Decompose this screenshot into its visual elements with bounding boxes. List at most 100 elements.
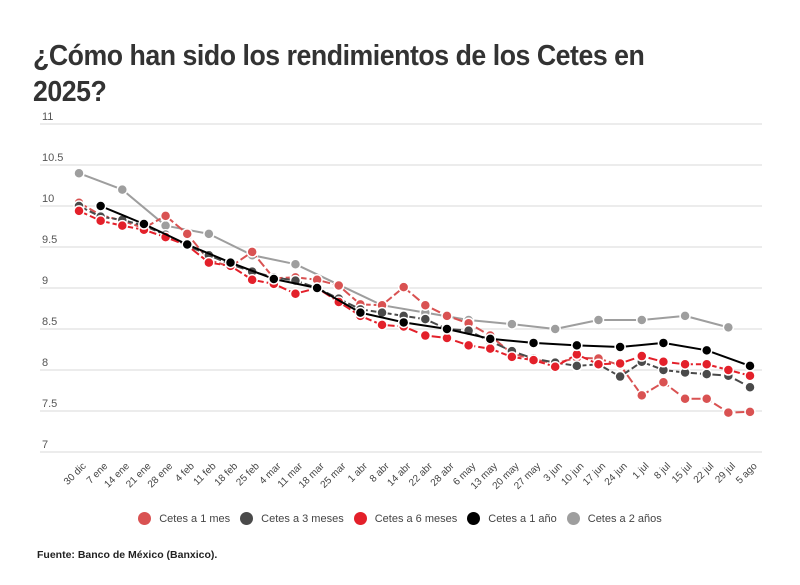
data-point <box>722 321 735 334</box>
data-point <box>224 256 237 269</box>
y-tick-label: 8.5 <box>42 316 57 328</box>
x-tick-label: 28 ene <box>146 461 176 491</box>
data-point <box>506 318 518 330</box>
data-point <box>549 360 561 373</box>
legend: Cetes a 1 mes Cetes a 3 meses Cetes a 6 me… <box>0 512 800 525</box>
legend-item: Cetes a 1 año <box>467 512 557 525</box>
series-cetes-a-1-mes <box>73 196 756 419</box>
data-point <box>700 344 713 357</box>
data-point <box>506 351 518 363</box>
x-tick-label: 10 jun <box>559 461 586 488</box>
data-point <box>203 256 215 269</box>
legend-swatch-icon <box>138 512 152 525</box>
x-tick-label: 18 feb <box>213 461 241 489</box>
legend-label: Cetes a 3 meses <box>261 512 344 525</box>
data-point <box>354 306 367 319</box>
data-point <box>571 360 583 372</box>
data-point <box>73 167 85 179</box>
data-point <box>636 389 648 402</box>
x-tick-label: 25 mar <box>319 460 349 490</box>
legend-label: Cetes a 6 meses <box>374 512 458 525</box>
data-point <box>138 218 150 230</box>
x-tick-label: 17 jun <box>581 461 608 488</box>
data-point <box>246 246 258 258</box>
data-point <box>700 368 713 380</box>
series-line <box>78 209 751 377</box>
legend-label: Cetes a 1 año <box>488 512 557 525</box>
data-point <box>679 392 691 405</box>
data-point <box>636 314 648 326</box>
series-line <box>78 201 751 414</box>
data-point <box>657 356 670 368</box>
y-axis-ticks: 11 10.5 10 9.5 9 8.5 8 7.5 7 <box>42 111 63 451</box>
data-point <box>203 228 215 240</box>
legend-swatch-icon <box>353 512 367 525</box>
y-tick-label: 8 <box>42 357 48 369</box>
x-tick-label: 1 jul <box>631 461 652 482</box>
series-cetes-a-1-año <box>94 200 756 372</box>
x-tick-label: 5 ago <box>734 461 760 487</box>
x-tick-label: 24 jun <box>603 461 630 488</box>
legend-swatch-icon <box>566 512 580 525</box>
data-point <box>592 358 605 371</box>
data-point <box>527 354 540 366</box>
data-point <box>614 370 626 383</box>
data-point <box>462 339 475 352</box>
data-point <box>289 258 302 270</box>
data-point <box>700 392 713 405</box>
data-point <box>744 369 756 382</box>
legend-label: Cetes a 2 años <box>587 512 662 525</box>
y-tick-label: 7.5 <box>42 398 57 410</box>
data-point <box>679 358 691 371</box>
legend-item: Cetes a 1 mes <box>138 512 230 525</box>
data-point <box>571 339 583 352</box>
y-tick-label: 10.5 <box>42 152 63 164</box>
data-point <box>657 337 670 349</box>
data-point <box>441 323 453 335</box>
data-point <box>376 319 388 331</box>
data-point <box>116 219 129 232</box>
x-tick-label: 29 jul <box>713 461 738 486</box>
data-point <box>94 215 107 227</box>
series-cetes-a-6-meses <box>73 205 756 382</box>
y-tick-label: 7 <box>42 439 48 451</box>
legend-swatch-icon <box>240 512 254 525</box>
x-tick-label: 1 abr <box>346 460 370 484</box>
data-point <box>484 333 497 345</box>
data-point <box>636 350 648 362</box>
data-point <box>700 358 713 371</box>
series-line <box>78 172 729 330</box>
data-point <box>484 342 497 355</box>
data-point <box>744 381 756 393</box>
data-point <box>181 228 193 240</box>
y-tick-label: 9 <box>42 275 48 287</box>
y-tick-label: 11 <box>42 111 53 123</box>
data-point <box>614 341 626 353</box>
data-point <box>744 360 756 372</box>
legend-label: Cetes a 1 mes <box>159 512 231 525</box>
x-tick-label: 15 jul <box>670 461 695 486</box>
x-tick-label: 22 jul <box>692 461 717 486</box>
data-point <box>527 337 540 349</box>
data-point <box>332 279 345 292</box>
data-point <box>657 376 670 389</box>
x-tick-label: 25 feb <box>234 461 262 489</box>
series-line <box>100 205 751 367</box>
gridlines <box>40 123 762 453</box>
chart-title: ¿Cómo han sido los rendimientos de los C… <box>33 40 645 108</box>
data-point <box>614 357 626 370</box>
data-point <box>397 316 410 329</box>
data-point <box>592 314 605 326</box>
y-tick-label: 9.5 <box>42 234 57 246</box>
data-point <box>722 364 735 376</box>
data-point <box>441 310 453 322</box>
data-point <box>419 329 432 342</box>
data-point <box>116 183 129 196</box>
x-tick-label: 28 abr <box>429 460 457 488</box>
data-point <box>94 200 107 212</box>
legend-swatch-icon <box>467 512 481 525</box>
data-point <box>744 406 756 418</box>
legend-item: Cetes a 2 años <box>566 512 662 525</box>
